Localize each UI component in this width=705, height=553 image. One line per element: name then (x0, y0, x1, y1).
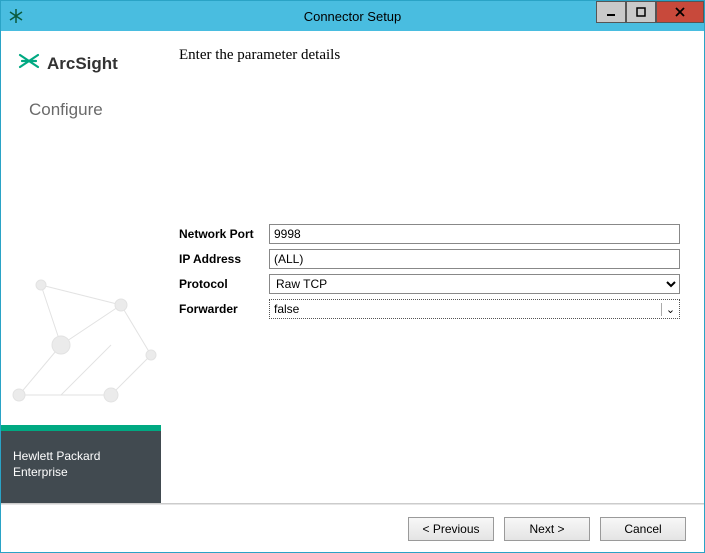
app-icon (7, 7, 25, 25)
sidebar: ArcSight Configure Hewlett Packard Enter… (1, 31, 161, 503)
label-forwarder: Forwarder (179, 302, 269, 316)
previous-button[interactable]: < Previous (408, 517, 494, 541)
network-decoration (1, 245, 161, 425)
row-ip-address: IP Address (179, 249, 680, 269)
brand: ArcSight (1, 31, 161, 82)
brand-name: ArcSight (47, 54, 118, 74)
footer-line2: Enterprise (13, 465, 149, 481)
network-port-input[interactable] (269, 224, 680, 244)
content-area: ArcSight Configure Hewlett Packard Enter… (1, 31, 704, 504)
ip-address-input[interactable] (269, 249, 680, 269)
sidebar-footer: Hewlett Packard Enterprise (1, 431, 161, 503)
parameter-form: Network Port IP Address Protocol Raw TCP… (179, 224, 680, 319)
row-forwarder: Forwarder false ⌄ (179, 299, 680, 319)
minimize-button[interactable] (596, 1, 626, 23)
row-protocol: Protocol Raw TCP (179, 274, 680, 294)
forwarder-select[interactable]: false ⌄ (269, 299, 680, 319)
footer-line1: Hewlett Packard (13, 449, 149, 465)
arcsight-logo-icon (17, 49, 41, 78)
instruction-text: Enter the parameter details (179, 47, 680, 64)
close-button[interactable] (656, 1, 704, 23)
protocol-select[interactable]: Raw TCP (269, 274, 680, 294)
window-controls (596, 1, 704, 23)
label-network-port: Network Port (179, 227, 269, 241)
titlebar: Connector Setup (1, 1, 704, 31)
label-protocol: Protocol (179, 277, 269, 291)
row-network-port: Network Port (179, 224, 680, 244)
cancel-button[interactable]: Cancel (600, 517, 686, 541)
maximize-button[interactable] (626, 1, 656, 23)
label-ip-address: IP Address (179, 252, 269, 266)
next-button[interactable]: Next > (504, 517, 590, 541)
chevron-down-icon: ⌄ (661, 303, 679, 316)
sidebar-subtitle: Configure (1, 82, 161, 120)
main-panel: Enter the parameter details Network Port… (161, 31, 704, 503)
connector-setup-window: Connector Setup ArcSight Con (0, 0, 705, 553)
forwarder-value: false (270, 302, 661, 316)
button-bar: < Previous Next > Cancel (1, 504, 704, 552)
